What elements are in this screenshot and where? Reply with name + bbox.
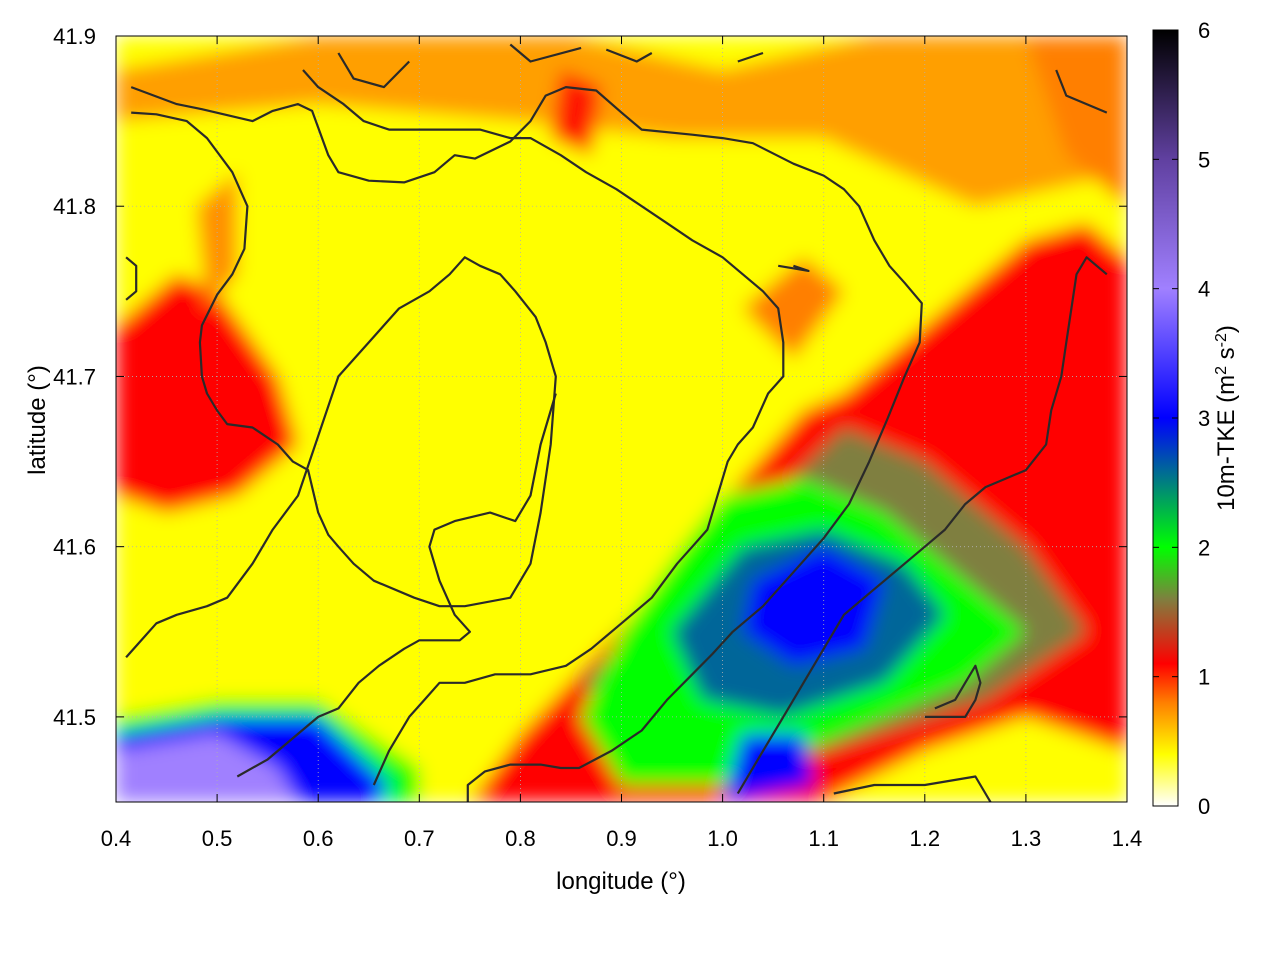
colorbar-label: 10m-TKE (m2 s-2) [1213, 325, 1241, 511]
contour-line [1055, 69, 1108, 114]
x-tick-label: 1.3 [1011, 826, 1042, 851]
x-axis-label: longitude (°) [556, 868, 686, 895]
colorbar-tick-label: 6 [1198, 18, 1210, 43]
y-tick-label: 41.8 [53, 194, 96, 219]
field-region-blue-core-east [742, 546, 885, 666]
field-region-north-band [116, 36, 1127, 207]
y-tick-label: 41.6 [53, 535, 96, 560]
field-region-blue-south [722, 733, 814, 802]
contour-line [605, 48, 653, 63]
x-tick-label: 1.2 [910, 826, 941, 851]
contour-line [337, 52, 410, 89]
tke-field [116, 36, 1127, 802]
colorbar-tick-label: 0 [1198, 794, 1210, 819]
field-region-southwest-violet [116, 733, 298, 802]
x-tick-label: 0.9 [606, 826, 637, 851]
colorbar-tick-label: 2 [1198, 535, 1210, 560]
colorbar-tick-label: 5 [1198, 147, 1210, 172]
x-tick-label: 1.1 [808, 826, 839, 851]
x-tick-label: 0.7 [404, 826, 435, 851]
contour-line [125, 111, 557, 659]
field-region-north-red-patch [550, 70, 602, 156]
x-tick-label: 0.4 [101, 826, 132, 851]
contour-line [236, 393, 557, 778]
x-tick-label: 0.8 [505, 826, 536, 851]
colorbar-tick-label: 3 [1198, 406, 1210, 431]
contour-line [509, 43, 582, 63]
y-tick-label: 41.9 [53, 24, 96, 49]
colorbar-tick-label: 1 [1198, 665, 1210, 690]
contour-line [302, 69, 785, 786]
x-tick-label: 1.4 [1112, 826, 1143, 851]
terrain-contours [125, 43, 1108, 802]
contour-line [778, 264, 810, 272]
field-region-center-east-orange [742, 257, 844, 360]
contour-line [924, 664, 982, 719]
grid [116, 36, 1127, 802]
x-tick-label: 0.5 [202, 826, 233, 851]
contour-line [736, 256, 1108, 795]
contour-line [833, 775, 992, 802]
y-axis-label: latitude (°) [24, 365, 51, 475]
colorbar-ticks: 0 1 2 3 4 5 6 [1153, 18, 1210, 819]
contour-line [125, 256, 138, 301]
field-region-northeast-orange [1025, 36, 1127, 207]
plot-area [116, 36, 1127, 802]
axis-ticks: 0.4 0.5 0.6 0.7 0.8 0.9 1.0 1.1 1.2 1.3 1.4 41.5 41.… [53, 24, 1142, 851]
y-tick-label: 41.7 [53, 364, 96, 389]
y-tick-label: 41.5 [53, 705, 96, 730]
colorbar-tick-label: 4 [1198, 277, 1210, 302]
x-tick-label: 0.6 [303, 826, 334, 851]
x-tick-label: 1.0 [707, 826, 738, 851]
contour-line [737, 51, 764, 63]
contour-line [130, 85, 923, 802]
